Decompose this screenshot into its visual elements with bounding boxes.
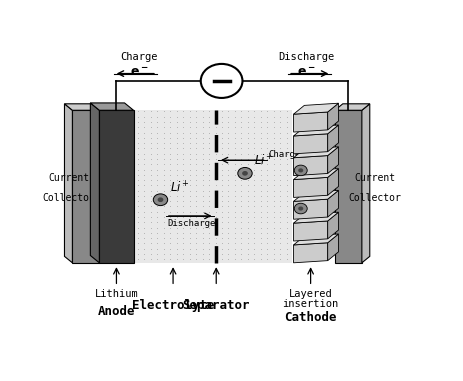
Polygon shape	[327, 212, 338, 239]
Circle shape	[298, 168, 303, 173]
Polygon shape	[293, 112, 327, 132]
Text: Layered: Layered	[288, 289, 332, 299]
Polygon shape	[327, 147, 338, 173]
Polygon shape	[293, 134, 327, 154]
Text: Collector: Collector	[42, 193, 95, 203]
Polygon shape	[327, 190, 338, 217]
Text: Charge: Charge	[120, 52, 157, 62]
Polygon shape	[361, 104, 369, 263]
Polygon shape	[133, 110, 291, 263]
Text: Li$^+$: Li$^+$	[254, 154, 273, 169]
Text: Current: Current	[353, 173, 394, 183]
Circle shape	[157, 197, 163, 202]
Polygon shape	[293, 168, 338, 179]
Polygon shape	[327, 125, 338, 152]
Polygon shape	[327, 103, 338, 130]
Circle shape	[238, 168, 252, 179]
Text: insertion: insertion	[282, 299, 338, 309]
Text: Lithium: Lithium	[94, 289, 138, 299]
Text: Current: Current	[48, 173, 89, 183]
Polygon shape	[293, 243, 327, 263]
Polygon shape	[90, 103, 99, 263]
Polygon shape	[64, 104, 99, 110]
Text: Electrolyte: Electrolyte	[131, 299, 214, 312]
Polygon shape	[293, 212, 338, 223]
Text: Collector: Collector	[347, 193, 400, 203]
Text: Cathode: Cathode	[284, 311, 336, 324]
Polygon shape	[327, 234, 338, 261]
Polygon shape	[72, 110, 99, 263]
Polygon shape	[293, 190, 338, 201]
Circle shape	[294, 165, 307, 176]
Text: Li$^+$: Li$^+$	[169, 180, 189, 195]
Circle shape	[200, 64, 242, 98]
Polygon shape	[293, 147, 338, 158]
Text: Separator: Separator	[182, 299, 250, 312]
Polygon shape	[334, 104, 369, 110]
Polygon shape	[293, 234, 338, 245]
Text: Charge: Charge	[268, 150, 300, 158]
Circle shape	[298, 207, 303, 211]
Polygon shape	[90, 103, 133, 110]
Circle shape	[153, 194, 167, 206]
Text: $\mathbf{e^-}$: $\mathbf{e^-}$	[296, 66, 315, 78]
Polygon shape	[327, 168, 338, 195]
Polygon shape	[99, 110, 133, 263]
Circle shape	[242, 171, 247, 176]
Text: Discharge: Discharge	[167, 219, 216, 228]
Polygon shape	[334, 110, 361, 263]
Polygon shape	[293, 221, 327, 241]
Polygon shape	[64, 104, 72, 263]
Polygon shape	[293, 178, 327, 197]
Text: Anode: Anode	[98, 305, 135, 319]
Polygon shape	[293, 155, 327, 176]
Polygon shape	[293, 103, 338, 114]
Polygon shape	[293, 125, 338, 136]
Circle shape	[294, 203, 307, 214]
Text: $\mathbf{e^-}$: $\mathbf{e^-}$	[129, 66, 148, 78]
Text: Discharge: Discharge	[277, 52, 333, 62]
Polygon shape	[293, 199, 327, 219]
